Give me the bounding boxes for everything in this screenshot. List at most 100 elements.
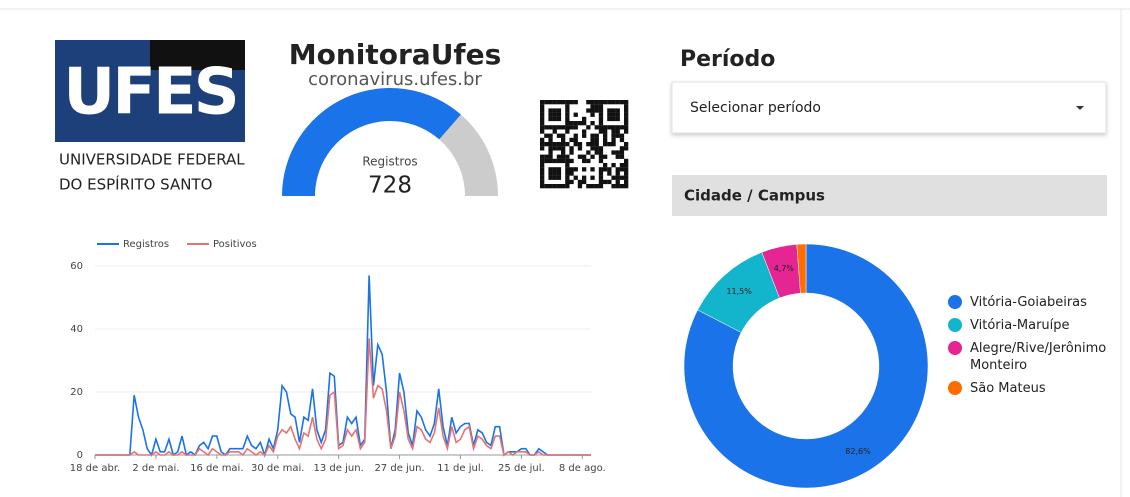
qr-cell: [569, 167, 574, 172]
qr-cell: [540, 121, 545, 126]
university: DO ESPÍRITO SANTO: [59, 175, 212, 194]
qr-cell: [540, 129, 545, 134]
legend-swatch: [948, 381, 962, 395]
qr-cell: [582, 116, 587, 122]
qr-cell: [565, 142, 570, 147]
x-tick-label: 11 de jul.: [437, 463, 484, 474]
qr-cell: [552, 116, 557, 122]
y-tick-label: 60: [70, 261, 83, 272]
legend-item: Vitória-Goiabeiras: [948, 294, 1098, 311]
qr-cell: [615, 175, 620, 180]
qr-cell: [624, 142, 629, 147]
qr-cell: [569, 158, 574, 164]
qr-cell: [565, 171, 570, 176]
qr-cell: [590, 112, 595, 117]
qr-cell: [565, 100, 570, 105]
qr-cell: [615, 171, 620, 176]
period-select[interactable]: [671, 81, 1107, 134]
qr-cell: [582, 154, 587, 159]
qr-cell: [582, 121, 587, 126]
qr-cell: [598, 146, 604, 151]
qr-cell: [577, 146, 583, 151]
qr-code: [540, 100, 629, 189]
qr-cell: [582, 167, 587, 172]
qr-cell: [615, 150, 620, 155]
qr-cell: [619, 154, 625, 159]
qr-cell: [603, 125, 608, 130]
qr-cell: [598, 121, 604, 126]
qr-cell: [544, 133, 549, 138]
qr-cell: [582, 179, 587, 185]
university: UNIVERSIDADE FEDERAL: [59, 151, 245, 169]
qr-cell: [607, 179, 612, 185]
qr-cell: [573, 142, 578, 147]
qr-cell: [565, 154, 570, 159]
qr-cell: [586, 100, 591, 105]
qr-cell: [548, 184, 553, 189]
qr-cell: [624, 104, 629, 109]
legend-label: Registros: [123, 239, 169, 250]
qr-cell: [577, 184, 583, 189]
qr-cell: [540, 146, 545, 151]
x-tick-label: 30 de mai.: [251, 463, 304, 474]
x-tick-label: 25 de jul.: [498, 463, 545, 474]
legend-label: Vitória-Goiabeiras: [970, 295, 1087, 310]
qr-cell: [607, 142, 612, 147]
qr-cell: [582, 158, 587, 164]
qr-cell: [619, 125, 625, 130]
qr-cell: [611, 112, 616, 117]
qr-cell: [590, 108, 595, 113]
qr-cell: [615, 184, 620, 189]
qr-cell: [561, 158, 566, 164]
qr-cell: [565, 163, 570, 168]
qr-cell: [615, 179, 620, 185]
period-label: Período: [680, 47, 775, 72]
qr-cell: [615, 112, 620, 117]
qr-cell: [594, 133, 599, 138]
qr-cell: [598, 150, 604, 155]
qr-cell: [556, 146, 562, 151]
series-line: [95, 275, 591, 458]
qr-cell: [548, 150, 553, 155]
qr-cell: [565, 108, 570, 113]
qr-cell: [615, 100, 620, 105]
qr-cell: [573, 112, 578, 117]
qr-cell: [590, 146, 595, 151]
qr-cell: [590, 137, 595, 143]
qr-cell: [548, 100, 553, 105]
qr-cell: [540, 108, 545, 113]
qr-cell: [565, 158, 570, 164]
gauge-track: [439, 114, 498, 196]
qr-cell: [624, 167, 629, 172]
x-tick-label: 2 de mai.: [132, 463, 179, 474]
qr-cell: [590, 184, 595, 189]
qr-cell: [598, 116, 604, 122]
qr-cell: [586, 125, 591, 130]
qr-cell: [548, 142, 553, 147]
qr-cell: [577, 179, 583, 185]
qr-cell: [594, 108, 599, 113]
legend-swatch: [948, 318, 962, 332]
qr-cell: [540, 116, 545, 122]
qr-cell: [552, 100, 557, 105]
qr-cell: [615, 108, 620, 113]
qr-cell: [611, 133, 616, 138]
qr-cell: [598, 154, 604, 159]
qr-cell: [573, 167, 578, 172]
qr-cell: [565, 104, 570, 109]
qr-cell: [577, 121, 583, 126]
qr-cell: [544, 154, 549, 159]
qr-cell: [607, 171, 612, 176]
qr-cell: [552, 175, 557, 180]
qr-cell: [540, 142, 545, 147]
qr-cell: [598, 158, 604, 164]
qr-cell: [615, 125, 620, 130]
qr-cell: [561, 133, 566, 138]
qr-cell: [552, 146, 557, 151]
qr-cell: [594, 100, 599, 105]
qr-cell: [590, 133, 595, 138]
qr-cell: [548, 154, 553, 159]
legend-item: Alegre/Rive/Jerônimo Monteiro: [948, 340, 1106, 374]
qr-cell: [569, 171, 574, 176]
legend-label: São Mateus: [970, 381, 1046, 396]
